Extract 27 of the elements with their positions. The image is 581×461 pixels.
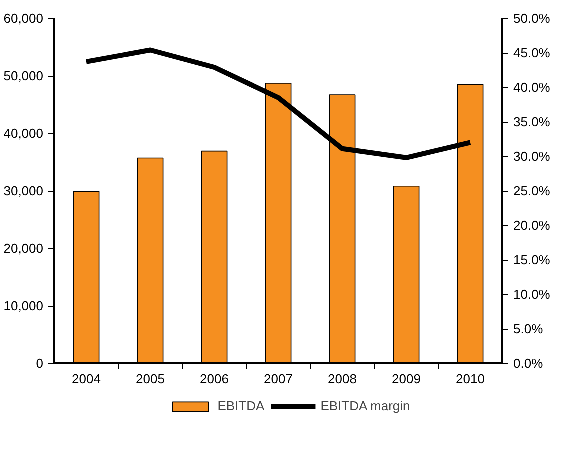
y2-tick-label: 5.0% [514,322,544,336]
x-tick-label: 2005 [136,372,165,386]
y-tick-label: 50,000 [4,68,44,84]
x-tick-label: 2009 [392,372,421,386]
x-tick-label: 2008 [328,372,357,386]
legend-label: EBITDA margin [320,398,410,414]
y2-tick-label: 40.0% [514,80,551,95]
legend-label: EBITDA [218,398,265,414]
y2-tick-label: 35.0% [514,114,551,130]
x-tick-label: 2007 [264,372,293,386]
y2-tick-label: 25.0% [514,184,551,198]
y-tick-label: 40,000 [4,126,44,141]
y-tick-label: 10,000 [4,298,44,314]
y2-tick-label: 15.0% [514,252,551,268]
y-tick-label: 20,000 [4,241,44,256]
y2-tick-label: 10.0% [514,287,551,302]
y2-tick-label: 20.0% [514,218,551,233]
y2-tick-label: 45.0% [514,46,551,60]
y2-tick-label: 30.0% [514,149,551,164]
y-tick-label: 30,000 [4,184,44,198]
y2-tick-label: 0.0% [514,356,544,371]
x-tick-label: 2010 [456,372,485,386]
x-tick-label: 2006 [200,372,229,386]
y-tick-label: 0 [36,356,44,371]
y-tick-label: 60,000 [4,11,44,26]
y2-tick-label: 50.0% [514,11,551,26]
x-tick-label: 2004 [72,372,101,386]
